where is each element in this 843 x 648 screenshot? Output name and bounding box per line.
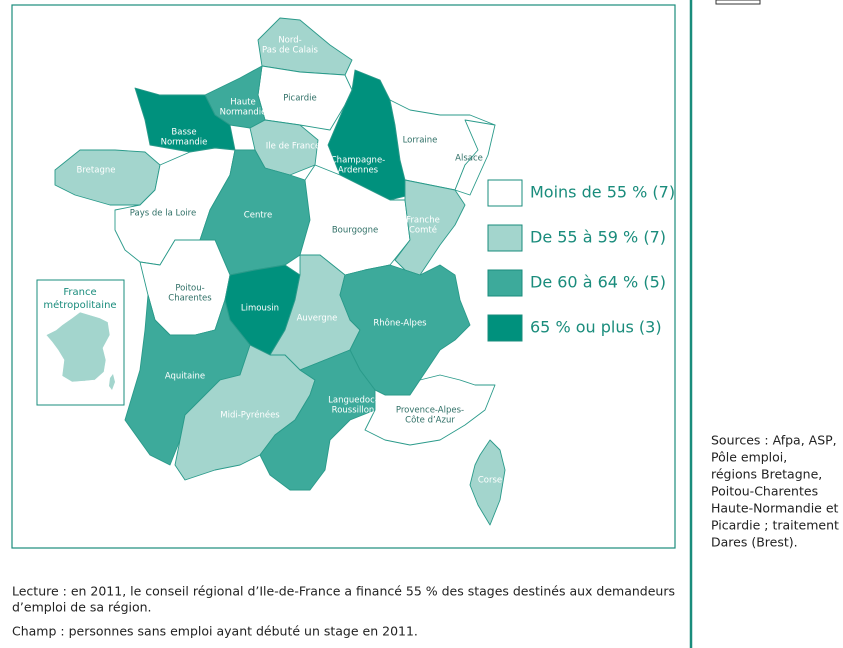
- lecture: d’emploi de sa région.: [12, 600, 152, 615]
- region-label: Lorraine: [403, 136, 438, 146]
- region-label: Ile de France: [266, 142, 320, 152]
- legend-swatch: [487, 269, 523, 297]
- region-label: Corse: [478, 476, 502, 486]
- inset-title: France: [63, 287, 96, 298]
- region-label: Nord-: [278, 36, 301, 46]
- region-label: Bourgogne: [332, 226, 378, 236]
- inset: France métropolitaine: [36, 279, 125, 406]
- region-label: Normandie: [220, 108, 267, 118]
- lecture: Lecture : en 2011, le conseil régional d…: [12, 584, 675, 599]
- region-label: Franche: [406, 216, 440, 226]
- region-label: Pas de Calais: [262, 46, 318, 56]
- region-labels: Nord-Pas de CalaisPicardieHauteNormandie…: [77, 36, 503, 486]
- region: [454, 119, 496, 196]
- sources-line: Dares (Brest).: [711, 535, 798, 550]
- region-label: Ardennes: [338, 166, 379, 176]
- legend-label: De 60 à 64 % (5): [530, 273, 666, 292]
- region: [339, 264, 471, 396]
- region-label: Normandie: [161, 138, 208, 148]
- legend-swatch: [487, 314, 523, 342]
- sources-line: Picardie ; traitement: [711, 518, 839, 533]
- sources: Sources : Afpa, ASP, Pôle emploi, régions …: [711, 433, 839, 550]
- inset-title: métropolitaine: [43, 299, 116, 311]
- region-label: Midi-Pyrénées: [220, 410, 280, 421]
- icon: [715, 0, 761, 5]
- region-label: Provence-Alpes-: [396, 406, 464, 416]
- region: [469, 439, 506, 526]
- region-label: Limousin: [241, 304, 279, 314]
- region-label: Alsace: [455, 154, 483, 164]
- legend-label: De 55 à 59 % (7): [530, 228, 666, 247]
- region-label: Charentes: [168, 294, 212, 304]
- inset-corsica: [109, 374, 115, 390]
- region-label: Roussillon: [332, 406, 375, 416]
- regions: [54, 17, 506, 526]
- region-label: Languedoc-: [328, 396, 378, 406]
- inset-shape: [45, 311, 111, 383]
- sources-line: Sources : Afpa, ASP,: [711, 433, 837, 448]
- sources-line: régions Bretagne,: [711, 467, 822, 482]
- legend-swatch: [487, 179, 523, 207]
- region-label: Centre: [244, 211, 272, 221]
- region-label: Bretagne: [77, 166, 116, 176]
- legend-label: Moins de 55 % (7): [530, 183, 675, 202]
- region-label: Rhône-Alpes: [373, 318, 427, 329]
- region: [394, 179, 466, 276]
- legend: Moins de 55 % (7) De 55 à 59 % (7) De 60 à…: [487, 179, 675, 342]
- region: [259, 349, 386, 491]
- region-label: Auvergne: [297, 314, 338, 324]
- legend-swatch: [487, 224, 523, 252]
- region-label: Haute: [230, 98, 256, 108]
- sources-line: Haute-Normandie et: [711, 501, 839, 516]
- sources-line: Pôle emploi,: [711, 450, 787, 465]
- region-label: Côte d’Azur: [405, 415, 455, 426]
- legend-label: 65 % ou plus (3): [530, 318, 662, 337]
- region-label: Champagne-: [331, 156, 386, 166]
- region-label: Comté: [409, 225, 437, 236]
- region-label: Picardie: [283, 94, 317, 104]
- region-label: Basse: [171, 128, 196, 138]
- region-label: Poitou-: [175, 284, 204, 294]
- region-label: Pays de la Loire: [130, 209, 196, 219]
- region: [364, 374, 496, 446]
- sources-line: Poitou-Charentes: [711, 484, 818, 499]
- region-label: Aquitaine: [165, 372, 205, 382]
- champ: Champ : personnes sans emploi ayant débu…: [12, 624, 418, 639]
